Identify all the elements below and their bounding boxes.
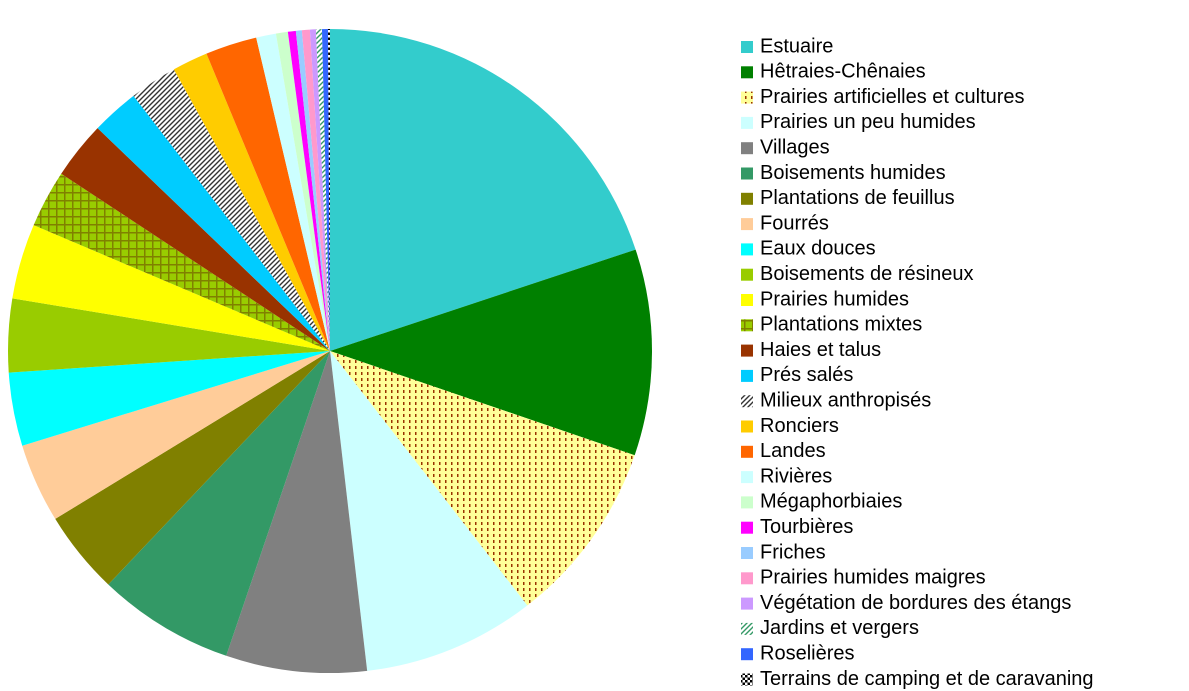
- legend-swatch: [741, 294, 753, 306]
- pie-slice: [206, 37, 330, 351]
- legend-label: Terrains de camping et de caravaning: [760, 668, 1094, 690]
- pie-slice: [108, 351, 330, 656]
- legend-swatch: [741, 268, 753, 281]
- legend-label: Plantations mixtes: [760, 314, 922, 336]
- pie-slice: [330, 351, 528, 671]
- legend-label: Haies et talus: [760, 339, 881, 361]
- pie-slice: [22, 351, 330, 519]
- legend-swatch: [741, 192, 753, 205]
- pie-slice: [12, 225, 330, 351]
- legend-label: Rivières: [760, 465, 832, 487]
- legend-swatch: [741, 445, 753, 458]
- legend-swatch: [741, 420, 753, 433]
- legend-label: Hêtraies-Chênaies: [760, 61, 926, 83]
- pie-slice: [226, 351, 368, 673]
- legend-label: Prairies humides maigres: [760, 567, 986, 589]
- legend-swatch: [741, 91, 753, 104]
- pie-slice: [7, 298, 330, 373]
- legend-label: Boisements de résineux: [760, 263, 973, 285]
- pie-slice: [295, 30, 330, 351]
- legend-label: Ronciers: [760, 415, 839, 437]
- legend-swatch: [741, 369, 753, 382]
- legend-swatch: [741, 243, 753, 256]
- pie-slice: [301, 29, 330, 351]
- legend-swatch: [741, 597, 753, 610]
- pie-slice: [330, 29, 636, 351]
- legend-swatch: [741, 471, 753, 484]
- legend-label: Prairies humides: [760, 288, 909, 310]
- pie-slice: [8, 351, 330, 446]
- legend-swatch: [741, 496, 753, 509]
- pie-slice: [330, 249, 652, 456]
- pie-slice: [173, 53, 330, 351]
- legend-swatch: [741, 167, 753, 180]
- legend-swatch: [741, 41, 753, 53]
- pie-slice: [330, 351, 635, 606]
- pie-slice: [321, 29, 330, 352]
- pie-slice: [133, 69, 330, 351]
- legend-label: Landes: [760, 440, 826, 462]
- legend-label: Milieux anthropisés: [760, 389, 931, 411]
- legend-swatch: [741, 648, 753, 661]
- legend-label: Tourbières: [760, 516, 853, 538]
- legend-swatch: [741, 218, 753, 231]
- pie-slice: [275, 31, 330, 351]
- legend-label: Villages: [760, 136, 830, 158]
- legend-label: Prés salés: [760, 364, 853, 386]
- legend-label: Végétation de bordures des étangs: [760, 592, 1071, 614]
- pie-slice: [315, 29, 330, 352]
- legend-swatch: [741, 547, 753, 559]
- pie-slice: [256, 33, 330, 352]
- legend-label: Roselières: [760, 642, 854, 664]
- legend-label: Estuaire: [760, 35, 833, 57]
- legend-label: Fourrés: [760, 212, 829, 234]
- legend-label: Prairies artificielles et cultures: [760, 86, 1025, 108]
- legend-swatch: [741, 319, 753, 332]
- legend-swatch: [741, 66, 753, 79]
- legend-swatch: [741, 116, 753, 129]
- pie-slice: [309, 29, 330, 352]
- legend-label: Friches: [760, 541, 826, 563]
- pie-slice: [33, 173, 331, 351]
- legend-swatch: [741, 142, 753, 155]
- legend-label: Plantations de feuillus: [760, 187, 955, 209]
- legend-swatch: [741, 395, 753, 408]
- legend-swatch: [741, 572, 753, 585]
- legend-label: Mégaphorbiaies: [760, 491, 902, 513]
- pie-slice: [327, 29, 330, 351]
- legend-label: Prairies un peu humides: [760, 111, 976, 133]
- legend-swatch: [741, 622, 753, 635]
- pie-slice: [55, 351, 330, 585]
- legend-label: Jardins et vergers: [760, 617, 919, 639]
- legend-swatch: [741, 673, 753, 686]
- pie-slice: [97, 95, 330, 352]
- legend-swatch: [741, 344, 753, 357]
- pie-slice: [61, 128, 330, 351]
- legend-swatch: [741, 521, 753, 534]
- legend-label: Eaux douces: [760, 238, 876, 260]
- pie-slice: [287, 30, 330, 351]
- legend-label: Boisements humides: [760, 162, 946, 184]
